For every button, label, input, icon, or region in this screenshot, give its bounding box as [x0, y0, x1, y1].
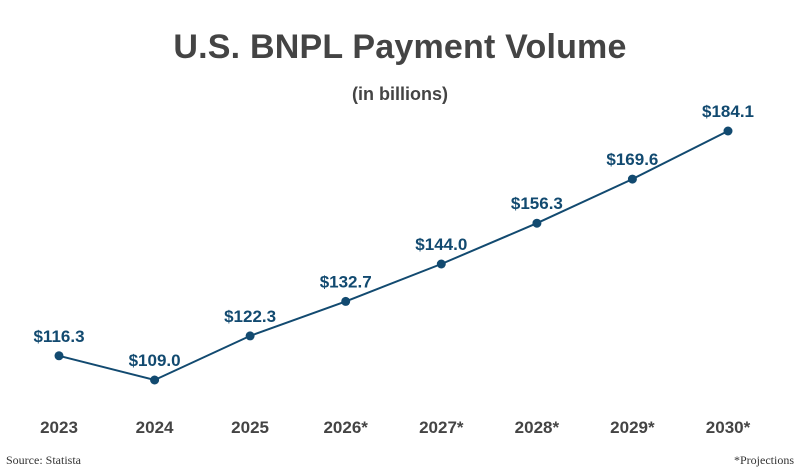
data-point: [532, 218, 542, 228]
x-tick-label: 2023: [40, 418, 78, 437]
data-label: $184.1: [702, 102, 754, 121]
x-tick-label: 2030*: [706, 418, 751, 437]
data-point: [723, 126, 733, 136]
x-tick-label: 2029*: [610, 418, 655, 437]
series-line: [58, 130, 729, 382]
data-point: [245, 331, 255, 341]
data-point: [436, 259, 446, 269]
data-label: $122.3: [224, 307, 276, 326]
data-label: $156.3: [511, 194, 563, 213]
projections-note: *Projections: [734, 453, 794, 467]
data-point: [627, 174, 637, 184]
source-note: Source: Statista: [6, 453, 81, 467]
data-point: [150, 375, 160, 385]
data-point: [54, 351, 64, 361]
data-label: $116.3: [33, 327, 84, 346]
x-tick-label: 2027*: [419, 418, 464, 437]
x-tick-label: 2026*: [323, 418, 368, 437]
data-label: $109.0: [129, 351, 181, 370]
data-label: $169.6: [606, 150, 658, 169]
chart-title: U.S. BNPL Payment Volume: [173, 28, 627, 66]
x-tick-label: 2025: [231, 418, 269, 437]
data-label: $144.0: [415, 235, 467, 254]
data-point: [341, 296, 351, 306]
data-label: $132.7: [320, 272, 372, 291]
chart-subtitle: (in billions): [352, 84, 448, 104]
x-tick-label: 2028*: [515, 418, 560, 437]
x-tick-label: 2024: [136, 418, 174, 437]
